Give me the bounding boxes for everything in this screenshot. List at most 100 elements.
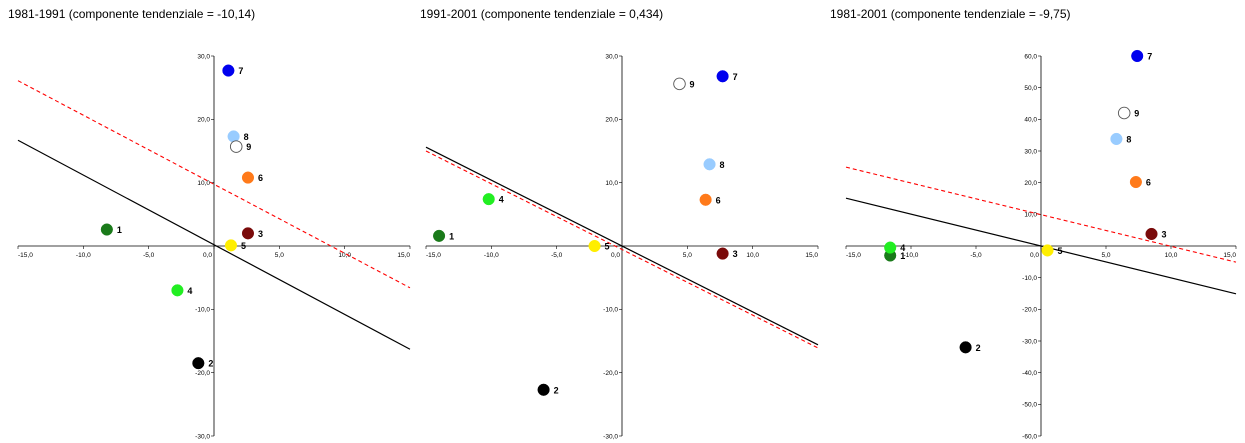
data-point-1	[433, 229, 446, 242]
point-label: 6	[716, 195, 721, 205]
point-label: 4	[499, 195, 504, 205]
data-point-9	[673, 77, 686, 91]
point-label: 8	[1126, 134, 1131, 144]
y-tick-label: 20,0	[197, 117, 210, 124]
point-label: 8	[244, 132, 249, 142]
solid-trend-line	[17, 139, 411, 350]
y-tick-label: 30,0	[1024, 148, 1037, 155]
data-point-8	[1110, 132, 1123, 146]
dashed-trend-line	[845, 166, 1237, 263]
point-label: 1	[449, 231, 454, 241]
point-label: 9	[1134, 109, 1139, 119]
data-point-4	[171, 284, 184, 297]
data-point-1	[100, 223, 113, 236]
data-point-3	[1145, 227, 1158, 241]
point-label: 5	[1058, 246, 1063, 256]
x-tick-label: -15,0	[846, 252, 861, 259]
y-tick-label: 60,0	[1024, 53, 1037, 60]
x-tick-label: 0,0	[1030, 252, 1039, 259]
y-tick-label: -10,0	[1022, 275, 1037, 282]
x-tick-label: 10,0	[338, 252, 351, 259]
point-label: 8	[720, 160, 725, 170]
point-label: 6	[1146, 178, 1151, 188]
y-tick-label: 20,0	[605, 117, 618, 124]
point-label: 9	[246, 142, 251, 152]
point-label: 5	[241, 241, 246, 251]
chart-panel-1991-2001: 1991-2001 (componente tendenziale = 0,43…	[420, 7, 818, 440]
x-tick-label: 10,0	[1165, 252, 1178, 259]
point-label: 2	[976, 343, 981, 353]
data-point-6	[1129, 175, 1142, 189]
data-point-9	[1117, 106, 1131, 120]
data-point-7	[1131, 49, 1144, 63]
x-tick-label: -15,0	[18, 252, 33, 259]
y-tick-label: 10,0	[1024, 212, 1037, 219]
chart-panel-1981-2001: 1981-2001 (componente tendenziale = -9,7…	[830, 7, 1236, 440]
x-tick-label: 15,0	[397, 252, 410, 259]
x-tick-label: -5,0	[970, 252, 982, 259]
y-tick-label: 10,0	[605, 180, 618, 187]
point-label: 1	[900, 251, 905, 261]
point-label: 4	[900, 243, 905, 253]
solid-trend-line	[845, 197, 1237, 295]
point-label: 2	[208, 359, 213, 369]
x-tick-label: -5,0	[143, 252, 155, 259]
point-label: 7	[1147, 52, 1152, 62]
data-point-6	[241, 171, 255, 184]
chart-panel-1981-1991: 1981-1991 (componente tendenziale = -10,…	[8, 7, 410, 440]
x-tick-label: -5,0	[551, 252, 563, 259]
point-label: 9	[689, 79, 694, 89]
point-label: 6	[258, 173, 263, 183]
y-tick-label: 50,0	[1024, 85, 1037, 92]
y-tick-label: -10,0	[603, 307, 618, 314]
data-point-7	[222, 64, 235, 77]
y-tick-label: 30,0	[605, 53, 618, 60]
solid-trend-line	[425, 146, 819, 346]
data-point-2	[959, 341, 972, 354]
y-tick-label: -20,0	[195, 370, 210, 377]
point-label: 4	[187, 286, 192, 296]
point-label: 1	[117, 225, 122, 235]
dashed-trend-line	[425, 150, 819, 349]
y-tick-label: -20,0	[603, 370, 618, 377]
point-label: 7	[733, 72, 738, 82]
chart-title: 1981-1991 (componente tendenziale = -10,…	[8, 7, 255, 21]
x-tick-label: -10,0	[484, 252, 499, 259]
y-tick-label: -40,0	[1022, 370, 1037, 377]
y-tick-label: -20,0	[1022, 307, 1037, 314]
y-tick-label: -30,0	[195, 433, 210, 440]
y-tick-label: -30,0	[603, 433, 618, 440]
point-label: 2	[554, 385, 559, 395]
data-point-3	[241, 227, 255, 240]
data-point-8	[703, 158, 716, 171]
x-tick-label: -15,0	[426, 252, 441, 259]
x-tick-label: 5,0	[1101, 252, 1110, 259]
y-tick-label: -10,0	[195, 307, 210, 314]
x-tick-label: 5,0	[683, 252, 692, 259]
x-tick-label: -10,0	[76, 252, 91, 259]
x-tick-label: 5,0	[275, 252, 284, 259]
x-tick-label: 0,0	[611, 252, 620, 259]
chart-title: 1981-2001 (componente tendenziale = -9,7…	[830, 7, 1071, 21]
point-label: 3	[258, 229, 263, 239]
data-point-2	[537, 383, 550, 396]
y-tick-label: 10,0	[197, 180, 210, 187]
point-label: 3	[1162, 229, 1167, 239]
point-label: 7	[238, 66, 243, 76]
data-point-5	[224, 239, 238, 252]
data-point-5	[588, 239, 601, 253]
point-label: 3	[733, 249, 738, 259]
y-tick-label: 30,0	[197, 53, 210, 60]
y-tick-label: 20,0	[1024, 180, 1037, 187]
data-point-4	[482, 193, 495, 206]
x-tick-label: 0,0	[203, 252, 212, 259]
y-tick-label: -60,0	[1022, 433, 1037, 440]
y-tick-label: -30,0	[1022, 338, 1037, 345]
x-tick-label: 15,0	[1223, 252, 1236, 259]
data-point-6	[699, 193, 712, 206]
data-point-4	[884, 241, 897, 254]
y-tick-label: 40,0	[1024, 117, 1037, 124]
data-point-9	[229, 140, 243, 153]
chart-title: 1991-2001 (componente tendenziale = 0,43…	[420, 7, 663, 21]
